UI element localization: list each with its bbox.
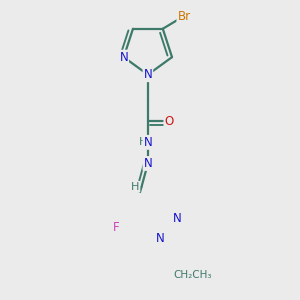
Text: H: H — [131, 182, 140, 192]
Text: N: N — [173, 212, 182, 225]
Text: N: N — [143, 157, 152, 170]
Text: F: F — [113, 221, 119, 234]
Text: N: N — [119, 51, 128, 64]
Text: Br: Br — [177, 10, 190, 22]
Text: O: O — [164, 115, 174, 128]
Text: N: N — [143, 68, 152, 81]
Text: N: N — [143, 136, 152, 149]
Text: CH₂CH₃: CH₂CH₃ — [173, 270, 212, 280]
Text: H: H — [139, 137, 147, 147]
Text: N: N — [156, 232, 165, 245]
